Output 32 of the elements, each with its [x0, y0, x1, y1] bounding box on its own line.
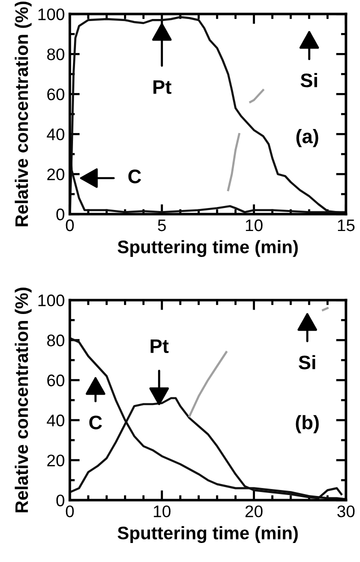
- y-tick-label: 100: [38, 294, 64, 306]
- annotation: Si: [298, 355, 316, 370]
- y-tick-label: 60: [47, 374, 64, 386]
- y-tick-label: 100: [38, 8, 64, 20]
- x-tick-label: 10: [154, 505, 170, 518]
- y-axis-title: Relative concentration (%): [14, 288, 32, 512]
- y-tick-label: 20: [47, 454, 64, 466]
- x-tick-label: 30: [337, 505, 355, 518]
- x-tick-label: 20: [245, 505, 263, 518]
- y-axis-title: Relative concentration (%): [14, 2, 32, 226]
- x-axis-title: Sputtering time (min): [118, 240, 298, 257]
- annotation: (b): [296, 415, 319, 434]
- x-tick-label: 15: [338, 220, 355, 232]
- x-tick-label: 0: [66, 505, 74, 518]
- y-tick-label: 80: [47, 48, 64, 60]
- x-axis-title: Sputtering time (min): [118, 526, 298, 544]
- x-tick-label: 10: [246, 219, 263, 232]
- y-tick-label: 20: [47, 168, 64, 180]
- x-tick-label: 0: [66, 219, 74, 232]
- y-tick-label: 0: [56, 208, 64, 220]
- annotation: (a): [296, 129, 318, 148]
- annotation: Pt: [153, 80, 172, 94]
- y-tick-label: 40: [46, 414, 64, 426]
- y-tick-label: 40: [46, 128, 64, 140]
- y-tick-label: 0: [56, 494, 64, 506]
- y-tick-label: 60: [47, 88, 64, 100]
- x-tick-label: 5: [158, 220, 166, 232]
- annotation: C: [89, 416, 102, 430]
- y-tick-label: 80: [47, 334, 64, 346]
- annotation: Pt: [150, 339, 169, 354]
- annotation: Si: [300, 73, 318, 88]
- annotation: C: [128, 170, 142, 184]
